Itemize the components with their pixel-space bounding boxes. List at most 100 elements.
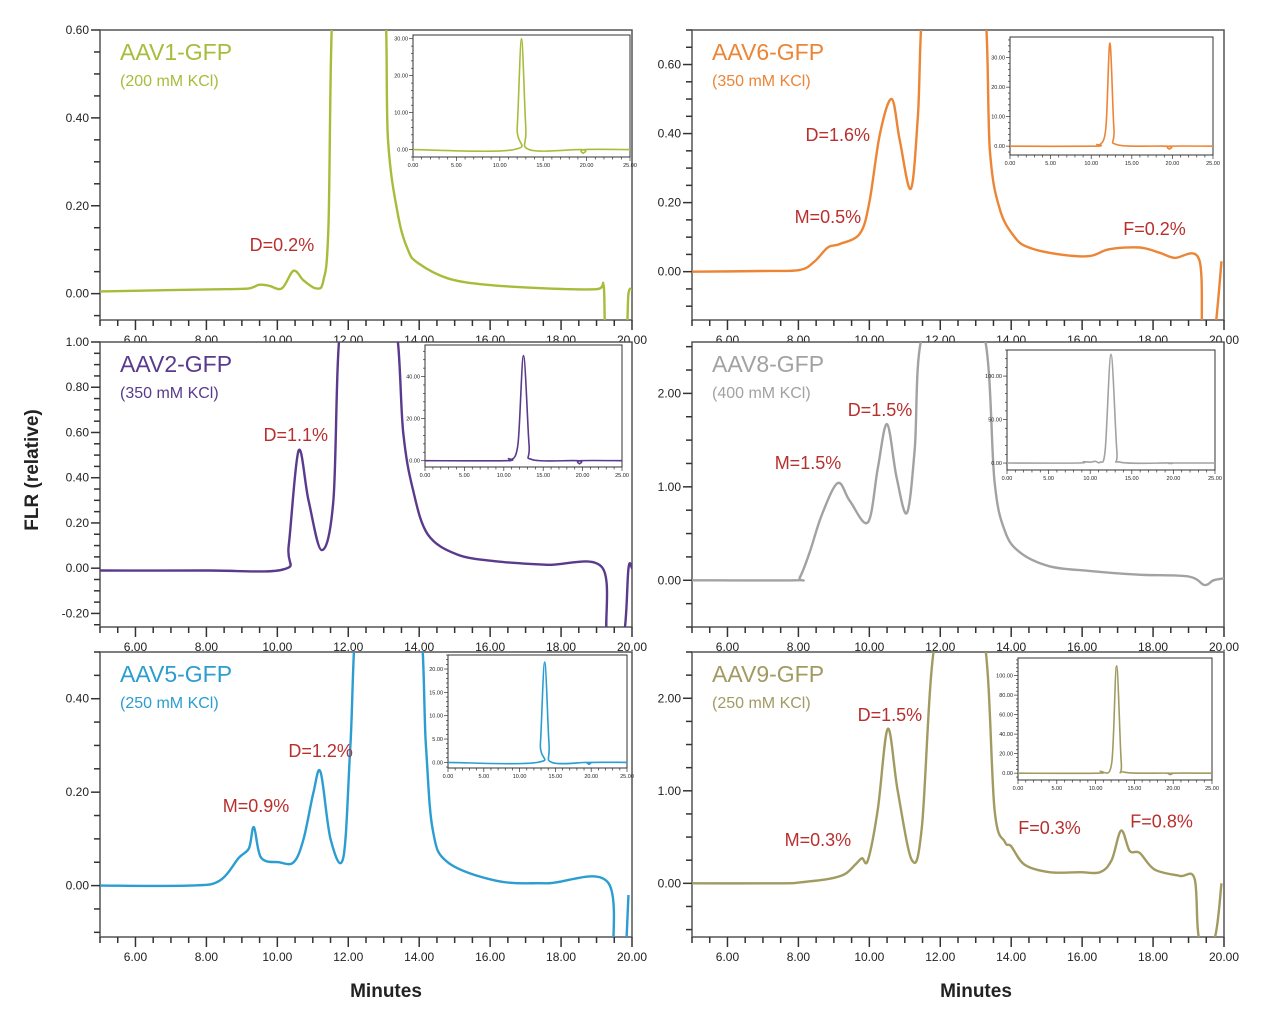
inset-x-tick-label: 25.00 bbox=[615, 473, 629, 479]
inset-frame bbox=[1006, 349, 1216, 471]
inset-x-tick-label: 25.00 bbox=[623, 163, 637, 169]
inset-x-tick-label: 0.00 bbox=[443, 774, 454, 780]
y-tick-label: 1.00 bbox=[658, 784, 682, 798]
x-tick-label: 12.00 bbox=[925, 640, 955, 654]
inset-frame bbox=[412, 34, 631, 158]
peak-annotation: D=1.6% bbox=[805, 125, 870, 145]
x-tick-label: 14.00 bbox=[404, 950, 434, 964]
y-tick-label: 0.40 bbox=[658, 127, 682, 141]
y-tick-label: 0.00 bbox=[66, 561, 90, 575]
panel-title: AAV8-GFP bbox=[712, 351, 824, 377]
inset-y-tick-label: 0.00 bbox=[1002, 771, 1013, 777]
x-tick-label: 10.00 bbox=[854, 640, 884, 654]
inset-x-tick-label: 25.00 bbox=[1205, 786, 1219, 792]
series-line bbox=[692, 30, 1223, 320]
y-tick-label: 0.00 bbox=[66, 287, 90, 301]
inset-series-line bbox=[1018, 665, 1212, 776]
inset-x-tick-label: 0.00 bbox=[1002, 476, 1013, 482]
inset-x-tick-label: 20.00 bbox=[576, 473, 590, 479]
x-tick-label: 12.00 bbox=[925, 950, 955, 964]
y-tick-label: 0.40 bbox=[66, 692, 90, 706]
x-tick-label: 10.00 bbox=[262, 950, 292, 964]
inset-y-tick-label: 20.00 bbox=[429, 667, 443, 673]
inset-x-tick-label: 5.00 bbox=[478, 774, 489, 780]
inset-x-tick-label: 0.00 bbox=[1013, 786, 1024, 792]
x-tick-label: 6.00 bbox=[716, 950, 740, 964]
peak-annotation: D=1.1% bbox=[264, 425, 329, 445]
x-tick-label: 18.00 bbox=[546, 640, 576, 654]
x-axis-label-right: Minutes bbox=[940, 981, 1012, 1002]
inset-x-tick-label: 20.00 bbox=[1167, 476, 1181, 482]
panel-aav6-gfp: 6.00 8.00 10.00 12.00 14.00 16.00 18.00 20.000.… bbox=[658, 29, 1239, 347]
inset-x-tick-label: 25.00 bbox=[1208, 476, 1222, 482]
peak-annotation: D=1.5% bbox=[858, 705, 923, 725]
inset-x-tick-label: 5.00 bbox=[451, 163, 462, 169]
inset-y-tick-label: 0.00 bbox=[409, 459, 420, 465]
x-tick-label: 10.00 bbox=[854, 950, 884, 964]
y-tick-label: 0.00 bbox=[658, 876, 682, 890]
inset-x-tick-label: 15.00 bbox=[536, 163, 550, 169]
panel-title: AAV1-GFP bbox=[120, 39, 232, 65]
inset-y-tick-label: 30.00 bbox=[394, 37, 408, 43]
peak-annotation: M=0.3% bbox=[785, 830, 852, 850]
y-tick-label: 1.00 bbox=[658, 480, 682, 494]
inset-y-tick-label: 20.00 bbox=[394, 74, 408, 80]
y-tick-label: 0.20 bbox=[658, 196, 682, 210]
peak-annotation: D=0.2% bbox=[250, 235, 315, 255]
x-tick-label: 6.00 bbox=[716, 640, 740, 654]
inset-x-tick-label: 0.00 bbox=[1005, 161, 1016, 167]
inset-series-line bbox=[1007, 353, 1215, 465]
y-tick-label: 1.00 bbox=[66, 335, 90, 349]
x-tick-label: 20.00 bbox=[617, 950, 647, 964]
series-line bbox=[692, 652, 1223, 937]
y-tick-label: 0.40 bbox=[66, 471, 90, 485]
x-tick-label: 12.00 bbox=[333, 950, 363, 964]
x-tick-label: 8.00 bbox=[195, 950, 219, 964]
inset-x-tick-label: 0.00 bbox=[420, 473, 431, 479]
y-axis-label: FLR (relative) bbox=[22, 409, 43, 530]
inset-series-line bbox=[413, 37, 630, 155]
inset-x-tick-label: 5.00 bbox=[459, 473, 470, 479]
inset-chart: 0.00 5.00 10.00 15.00 20.00 25.00 0.00 10.00 20.… bbox=[394, 34, 637, 169]
inset-x-tick-label: 15.00 bbox=[1125, 161, 1139, 167]
x-tick-label: 14.00 bbox=[404, 640, 434, 654]
panel-subtitle: (350 mM KCl) bbox=[712, 73, 811, 90]
panel-title: AAV2-GFP bbox=[120, 351, 232, 377]
peak-annotation: F=0.2% bbox=[1123, 219, 1186, 239]
inset-chart: 0.00 5.00 10.00 15.00 20.00 25.00 0.00 50.00 100… bbox=[985, 349, 1222, 482]
y-tick-label: 0.80 bbox=[66, 380, 90, 394]
panel-aav8-gfp: 6.00 8.00 10.00 12.00 14.00 16.00 18.00 20.000.… bbox=[658, 341, 1239, 654]
x-tick-label: 10.00 bbox=[262, 640, 292, 654]
x-tick-label: 8.00 bbox=[195, 640, 219, 654]
inset-x-tick-label: 10.00 bbox=[493, 163, 507, 169]
y-tick-label: 0.00 bbox=[658, 265, 682, 279]
panel-subtitle: (250 mM KCl) bbox=[120, 695, 219, 712]
inset-y-tick-label: 0.00 bbox=[397, 148, 408, 154]
series-line bbox=[100, 342, 632, 627]
inset-frame bbox=[1017, 657, 1213, 781]
y-tick-label: 0.20 bbox=[66, 516, 90, 530]
inset-chart: 0.00 5.00 10.00 15.00 20.00 25.00 0.00 5.00 10.0… bbox=[429, 654, 634, 780]
inset-x-tick-label: 0.00 bbox=[408, 163, 419, 169]
y-tick-label: 0.20 bbox=[66, 199, 90, 213]
inset-y-tick-label: 100.00 bbox=[985, 374, 1002, 380]
inset-series-line bbox=[448, 661, 627, 766]
inset-frame bbox=[447, 654, 628, 769]
inset-x-tick-label: 10.00 bbox=[1084, 161, 1098, 167]
peak-annotation: M=0.5% bbox=[795, 207, 862, 227]
panel-aav5-gfp: 6.00 8.00 10.00 12.00 14.00 16.00 18.00 20.000.… bbox=[66, 651, 647, 964]
panel-subtitle: (400 mM KCl) bbox=[712, 385, 811, 402]
x-tick-label: 18.00 bbox=[1138, 950, 1168, 964]
inset-x-tick-label: 10.00 bbox=[1083, 476, 1097, 482]
x-tick-label: 12.00 bbox=[333, 640, 363, 654]
x-tick-label: 6.00 bbox=[124, 950, 148, 964]
inset-y-tick-label: 60.00 bbox=[999, 713, 1013, 719]
series-line bbox=[100, 30, 632, 320]
inset-y-tick-label: 10.00 bbox=[991, 115, 1005, 121]
panel-title: AAV5-GFP bbox=[120, 661, 232, 687]
y-tick-label: -0.20 bbox=[62, 606, 90, 620]
inset-x-tick-label: 20.00 bbox=[580, 163, 594, 169]
inset-x-tick-label: 10.00 bbox=[1089, 786, 1103, 792]
inset-x-tick-label: 25.00 bbox=[620, 774, 634, 780]
